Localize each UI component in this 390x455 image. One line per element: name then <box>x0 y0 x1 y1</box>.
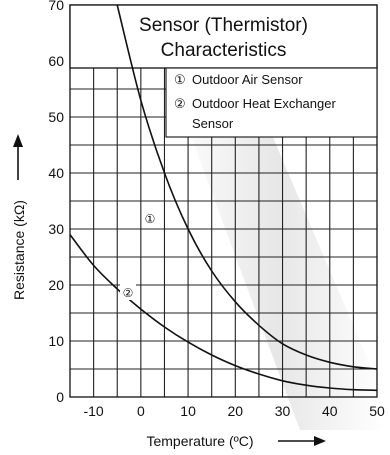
x-axis-label: Temperature (ºC) <box>146 433 253 449</box>
x-tick-label: 20 <box>228 403 244 419</box>
legend-label-sensor: Sensor <box>192 116 234 131</box>
x-tick-label: 40 <box>322 403 338 419</box>
legend-marker-1: ① <box>174 72 186 87</box>
y-tick-label: 40 <box>48 165 64 181</box>
curve-mark-2: ② <box>123 286 134 300</box>
y-tick-label: 30 <box>48 221 64 237</box>
curve-marks: ①② <box>120 209 158 300</box>
legend-label-outdoor-air-sensor: Outdoor Air Sensor <box>192 72 303 87</box>
y-axis-label: Resistance (kΩ) <box>11 200 27 300</box>
x-tick-label: 10 <box>180 403 196 419</box>
y-axis-arrow <box>13 134 23 180</box>
x-tick-label: -10 <box>83 403 103 419</box>
y-tick-label: 10 <box>48 333 64 349</box>
x-tick-label: 0 <box>137 403 145 419</box>
y-tick-label: 50 <box>48 109 64 125</box>
x-tick-label: 30 <box>275 403 291 419</box>
y-tick-label: 0 <box>56 389 64 405</box>
curve-mark-1: ① <box>145 212 156 226</box>
x-tick-label: 50 <box>369 403 385 419</box>
legend-label-outdoor-heat-exchanger: Outdoor Heat Exchanger <box>192 96 336 111</box>
y-tick-label: 20 <box>48 277 64 293</box>
x-axis-arrow <box>278 436 326 446</box>
chart-title: Sensor (Thermistor) <box>139 15 308 36</box>
y-tick-labels: 0 10 20 30 40 50 60 70 <box>48 0 64 405</box>
y-tick-label: 70 <box>48 0 64 13</box>
chart-subtitle: Characteristics <box>161 40 287 61</box>
y-tick-label: 60 <box>48 53 64 69</box>
legend-marker-2: ② <box>174 96 186 111</box>
